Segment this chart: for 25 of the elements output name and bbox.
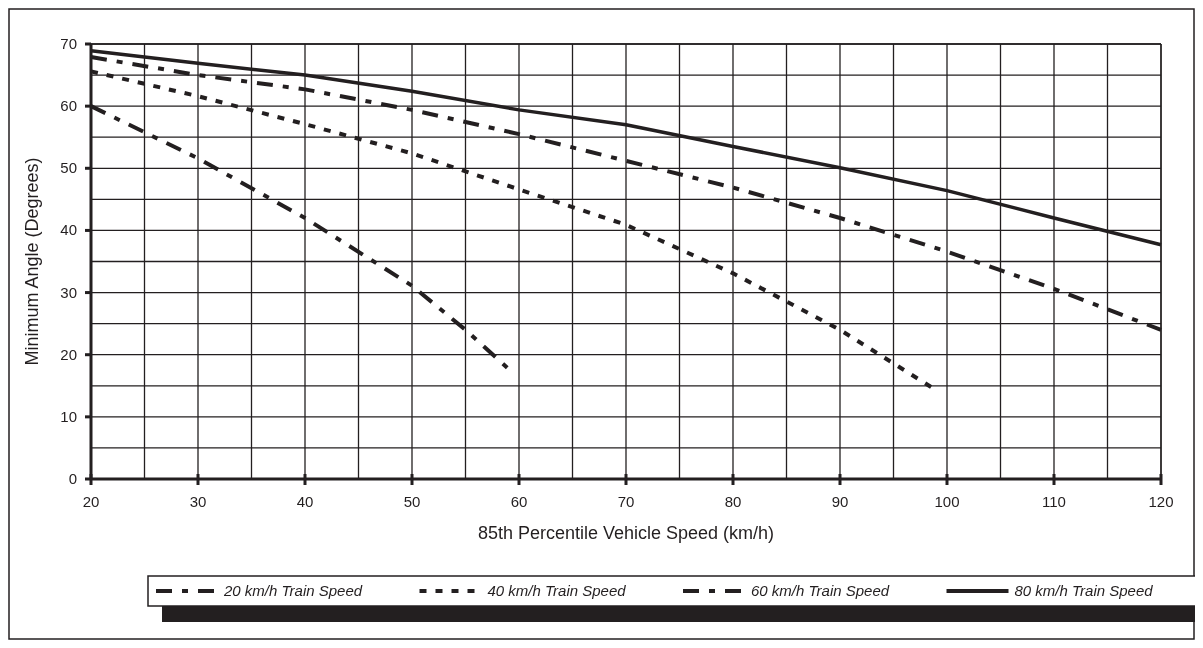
y-axis-title: Minimum Angle (Degrees) — [22, 157, 42, 366]
x-tick-label: 120 — [1148, 493, 1174, 510]
legend-label: 40 km/h Train Speed — [487, 582, 627, 599]
x-tick-label: 30 — [189, 493, 207, 510]
y-tick-label: 20 — [60, 345, 77, 363]
y-tick-label: 40 — [60, 221, 77, 239]
y-tick-label: 0 — [68, 470, 77, 487]
x-tick-label: 60 — [510, 493, 528, 510]
x-tick-label: 90 — [831, 493, 849, 510]
x-tick-label: 50 — [403, 493, 421, 510]
x-tick-label: 80 — [724, 493, 742, 510]
x-tick-label: 20 — [82, 493, 100, 510]
y-tick-label: 70 — [60, 35, 77, 52]
y-tick-label: 30 — [60, 283, 77, 301]
y-tick-label: 50 — [60, 159, 77, 177]
legend-label: 20 km/h Train Speed — [223, 582, 363, 599]
x-tick-label: 70 — [617, 493, 635, 510]
legend-label: 60 km/h Train Speed — [751, 582, 890, 599]
x-tick-label: 100 — [934, 493, 960, 510]
y-tick-label: 10 — [60, 407, 77, 425]
legend-label: 80 km/h Train Speed — [1014, 582, 1154, 599]
y-tick-label: 60 — [60, 97, 77, 115]
x-axis-title: 85th Percentile Vehicle Speed (km/h) — [477, 523, 775, 543]
x-tick-label: 40 — [296, 493, 314, 510]
x-tick-label: 110 — [1042, 493, 1066, 510]
